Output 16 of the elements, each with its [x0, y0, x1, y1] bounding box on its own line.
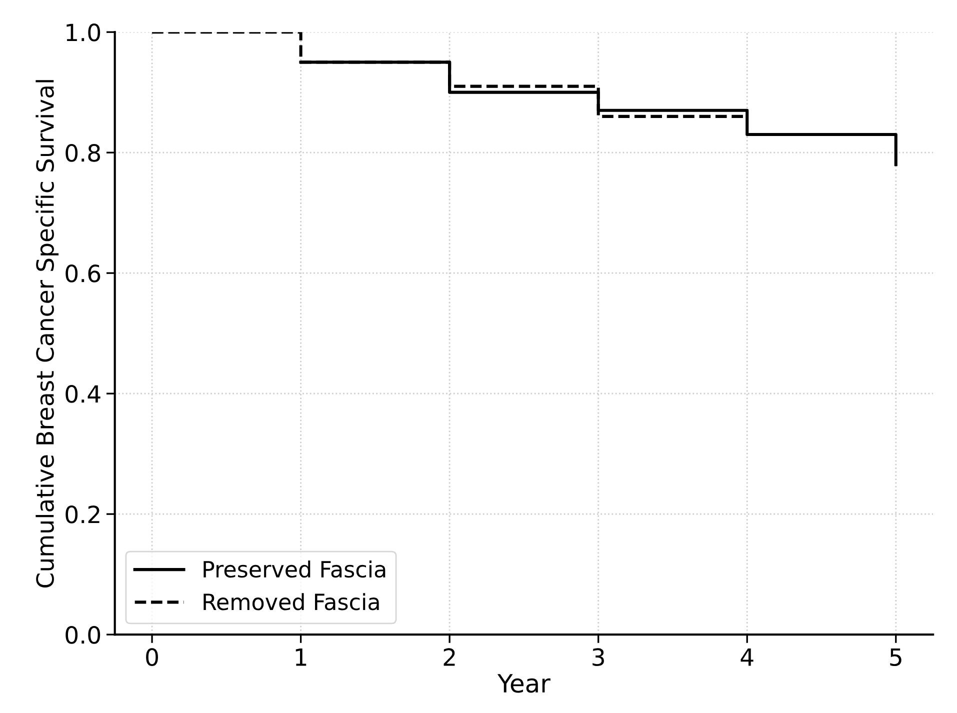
x-tick-label: 3 [592, 648, 604, 666]
legend-label: Preserved Fascia [204, 560, 386, 578]
x-tick-label: 4 [740, 648, 754, 666]
y-tick-label: 0.0 [66, 626, 100, 644]
y-tick-label: 0.6 [66, 264, 100, 282]
y-tick-label: 0.8 [66, 144, 100, 162]
x-tick-label: 5 [890, 648, 902, 666]
legend-label: Removed Fascia [204, 593, 379, 610]
y-tick-label: 0.4 [66, 385, 100, 403]
y-tick-label: 0.2 [66, 506, 100, 524]
y-tick-label: 1.0 [66, 24, 100, 42]
x-tick-label: 2 [444, 648, 455, 666]
x-axis-title: Year [497, 674, 550, 693]
x-tick-label: 1 [296, 648, 306, 666]
y-axis-title: Cumulative Breast Cancer Specific Survival [36, 80, 59, 588]
x-tick-label: 0 [146, 648, 158, 666]
